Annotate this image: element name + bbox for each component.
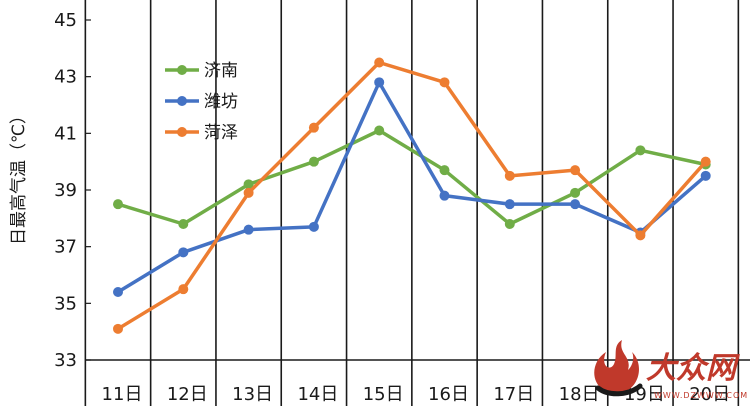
series-line	[117, 128, 707, 226]
vertical-gridlines	[84, 0, 740, 406]
legend-swatch-marker	[177, 127, 187, 137]
data-point	[178, 219, 189, 229]
legend-label: 济南	[204, 61, 238, 81]
data-point	[700, 156, 711, 167]
data-point	[374, 57, 385, 68]
x-tick-label: 20日	[689, 384, 730, 405]
x-tick-label: 18日	[559, 384, 600, 405]
flame-logo-icon	[594, 340, 639, 392]
data-point	[570, 187, 581, 198]
y-tick-label: 39	[54, 180, 77, 201]
y-tick-label: 37	[54, 237, 77, 258]
x-tick-label: 14日	[297, 384, 338, 405]
x-tick-label: 13日	[232, 384, 273, 405]
legend-label: 菏泽	[204, 123, 238, 143]
x-tick-label: 12日	[167, 384, 208, 405]
legend-swatch-marker	[177, 65, 187, 75]
data-point	[570, 199, 581, 210]
data-point	[700, 170, 711, 181]
x-tick-label: 15日	[363, 384, 404, 405]
data-point	[243, 224, 254, 235]
legend-swatch-marker	[177, 96, 187, 106]
data-point	[113, 323, 123, 334]
x-tick-label: 17日	[493, 384, 534, 405]
data-point	[308, 122, 319, 133]
dzwww-watermark: 大众网 WWW.DZWWW.COM	[594, 340, 748, 400]
data-point	[374, 125, 385, 136]
data-point	[308, 156, 319, 167]
data-point	[243, 187, 254, 198]
series-line	[117, 60, 708, 331]
data-point	[570, 165, 581, 176]
data-point	[374, 77, 385, 88]
series-3	[113, 57, 711, 334]
y-axis: 33 35 37 39 41 43 45	[54, 10, 750, 371]
data-point	[113, 287, 123, 297]
series-1	[113, 125, 711, 229]
legend-label: 潍坊	[204, 92, 238, 112]
y-axis-label: 日最高气温（℃）	[9, 107, 29, 245]
data-point	[504, 199, 515, 210]
data-point	[243, 179, 254, 190]
data-point	[635, 230, 646, 241]
data-point	[439, 77, 450, 88]
data-point	[178, 247, 189, 258]
x-tick-label: 16日	[428, 384, 469, 405]
swoosh-icon	[595, 383, 643, 397]
data-point	[635, 145, 646, 156]
data-point	[308, 221, 319, 232]
series-lines	[113, 57, 711, 334]
x-tick-label: 11日	[102, 384, 143, 405]
x-axis: 11日 12日 13日 14日 15日 16日 17日 18日 19日 20日	[102, 384, 731, 405]
data-point	[439, 190, 450, 201]
data-point	[504, 219, 515, 229]
y-tick-label: 41	[54, 123, 77, 144]
y-tick-label: 35	[54, 293, 77, 314]
data-point	[504, 170, 515, 181]
watermark-url-text: WWW.DZWWW.COM	[654, 391, 748, 400]
y-tick-label: 45	[54, 10, 77, 31]
data-point	[178, 284, 189, 295]
data-point	[113, 199, 123, 210]
y-tick-label: 43	[54, 67, 77, 88]
watermark-logo-text: 大众网	[646, 351, 740, 386]
data-point	[439, 165, 450, 176]
y-tick-label: 33	[54, 350, 77, 371]
